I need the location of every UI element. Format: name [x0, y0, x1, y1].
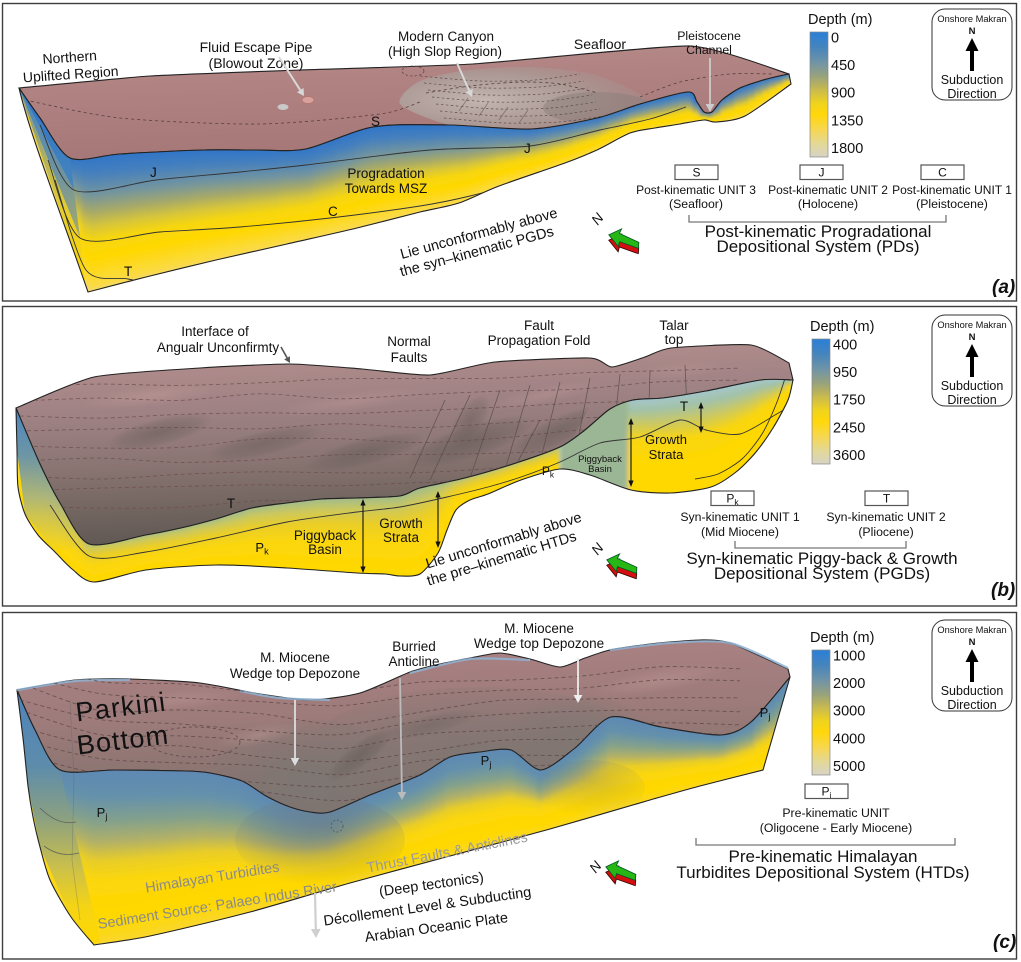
svg-text:Northern: Northern — [42, 47, 97, 67]
svg-text:3000: 3000 — [833, 704, 865, 720]
svg-text:T: T — [883, 492, 891, 506]
svg-text:Progradation: Progradation — [347, 166, 424, 181]
svg-text:1000: 1000 — [833, 649, 865, 665]
svg-text:Talar: Talar — [659, 318, 689, 333]
svg-text:(Mid Miocene): (Mid Miocene) — [701, 525, 779, 539]
svg-text:1750: 1750 — [833, 393, 865, 409]
svg-text:Depth (m): Depth (m) — [810, 630, 874, 646]
svg-text:Subduction: Subduction — [941, 379, 1004, 393]
svg-text:Anticline: Anticline — [388, 654, 439, 669]
svg-text:Uplifted Region: Uplifted Region — [22, 63, 119, 86]
svg-text:Growth: Growth — [379, 516, 423, 531]
svg-text:Fluid Escape Pipe: Fluid Escape Pipe — [200, 39, 313, 55]
svg-text:Modern Canyon: Modern Canyon — [398, 29, 494, 44]
svg-text:C: C — [328, 204, 338, 219]
svg-text:4000: 4000 — [833, 731, 865, 747]
svg-text:Onshore Makran: Onshore Makran — [937, 320, 1006, 330]
svg-text:(Pliocene): (Pliocene) — [858, 525, 913, 539]
svg-text:Depositional System (PDs): Depositional System (PDs) — [716, 237, 919, 256]
svg-text:Piggyback: Piggyback — [578, 454, 622, 465]
svg-text:Post-kinematic Progradational: Post-kinematic Progradational — [705, 222, 932, 241]
svg-text:J: J — [150, 165, 157, 180]
svg-text:M. Miocene: M. Miocene — [504, 621, 574, 636]
svg-text:Turbidites Depositional System: Turbidites Depositional System (HTDs) — [676, 863, 969, 882]
svg-text:Angualr Unconfirmty: Angualr Unconfirmty — [157, 340, 280, 355]
svg-text:Pre-kinematic Himalayan: Pre-kinematic Himalayan — [729, 847, 918, 866]
svg-text:Pj: Pj — [481, 753, 492, 770]
svg-text:Wedge top Depozone: Wedge top Depozone — [230, 666, 360, 681]
svg-text:Direction: Direction — [947, 698, 996, 712]
svg-text:Pre-kinematic UNIT: Pre-kinematic UNIT — [782, 806, 890, 820]
svg-text:Direction: Direction — [947, 87, 996, 101]
svg-text:Basin: Basin — [588, 464, 612, 475]
svg-text:2450: 2450 — [833, 420, 865, 436]
svg-text:Onshore Makran: Onshore Makran — [937, 14, 1006, 24]
svg-text:N: N — [969, 332, 976, 343]
svg-text:J: J — [524, 141, 531, 156]
svg-text:950: 950 — [833, 365, 857, 381]
svg-text:Syn-kinematic UNIT 1: Syn-kinematic UNIT 1 — [680, 510, 800, 524]
svg-text:450: 450 — [831, 58, 855, 74]
svg-text:(a): (a) — [992, 277, 1015, 298]
svg-text:(c): (c) — [993, 932, 1016, 953]
svg-text:2000: 2000 — [833, 676, 865, 692]
svg-text:(b): (b) — [991, 580, 1015, 601]
svg-text:Propagation Fold: Propagation Fold — [488, 333, 591, 348]
svg-text:400: 400 — [833, 338, 857, 354]
svg-text:Onshore Makran: Onshore Makran — [937, 625, 1006, 635]
svg-text:Syn-kinematic Piggy-back & Gro: Syn-kinematic Piggy-back & Growth — [686, 549, 957, 568]
svg-text:Normal: Normal — [387, 334, 431, 349]
svg-text:J: J — [819, 166, 825, 180]
svg-text:5000: 5000 — [833, 759, 865, 775]
svg-text:Post-kinematic UNIT 2: Post-kinematic UNIT 2 — [768, 183, 888, 197]
svg-text:S: S — [692, 166, 700, 180]
svg-text:(Blowout Zone): (Blowout Zone) — [209, 55, 304, 71]
svg-text:Syn-kinematic UNIT 2: Syn-kinematic UNIT 2 — [826, 510, 946, 524]
svg-text:N: N — [969, 26, 976, 37]
svg-text:Pj: Pj — [760, 705, 771, 722]
svg-text:S: S — [371, 114, 380, 129]
svg-text:T: T — [227, 496, 235, 511]
svg-text:C: C — [938, 166, 947, 180]
svg-text:(Pleistocene): (Pleistocene) — [916, 197, 988, 211]
svg-text:Faults: Faults — [391, 350, 428, 365]
svg-text:T: T — [680, 399, 688, 414]
svg-text:Depth (m): Depth (m) — [808, 12, 872, 28]
svg-text:N: N — [969, 637, 976, 648]
svg-text:(High Slop Region): (High Slop Region) — [388, 44, 502, 59]
svg-text:Piggyback: Piggyback — [294, 528, 357, 543]
svg-text:Wedge top Depozone: Wedge top Depozone — [474, 636, 604, 651]
svg-text:Towards MSZ: Towards MSZ — [345, 181, 428, 196]
svg-text:Direction: Direction — [947, 393, 996, 407]
svg-text:Strata: Strata — [649, 447, 684, 462]
svg-text:Post-kinematic UNIT 3: Post-kinematic UNIT 3 — [636, 183, 756, 197]
svg-text:top: top — [665, 332, 684, 347]
svg-text:(Oligocene - Early Miocene): (Oligocene - Early Miocene) — [760, 821, 912, 835]
svg-text:Pi: Pi — [822, 785, 832, 801]
svg-text:3600: 3600 — [833, 448, 865, 464]
svg-text:Strata: Strata — [383, 530, 420, 545]
svg-text:1350: 1350 — [831, 113, 863, 129]
svg-text:T: T — [124, 264, 132, 279]
svg-text:1800: 1800 — [831, 141, 863, 157]
svg-text:Depositional System (PGDs): Depositional System (PGDs) — [714, 564, 930, 583]
svg-text:Basin: Basin — [308, 542, 342, 557]
svg-text:Subduction: Subduction — [941, 73, 1004, 87]
svg-text:Pj: Pj — [97, 805, 108, 822]
svg-text:Growth: Growth — [645, 432, 687, 447]
svg-text:Seafloor: Seafloor — [574, 36, 626, 52]
svg-text:0: 0 — [831, 31, 839, 47]
svg-text:Burried: Burried — [392, 639, 436, 654]
svg-text:Post-kinematic UNIT 1: Post-kinematic UNIT 1 — [892, 183, 1012, 197]
svg-text:M. Miocene: M. Miocene — [260, 650, 330, 665]
svg-text:Fault: Fault — [524, 318, 554, 333]
svg-text:Subduction: Subduction — [941, 684, 1004, 698]
svg-text:900: 900 — [831, 86, 855, 102]
svg-text:Interface of: Interface of — [181, 324, 249, 339]
svg-text:(Seafloor): (Seafloor) — [669, 197, 723, 211]
svg-text:(Holocene): (Holocene) — [798, 197, 858, 211]
svg-text:Depth (m): Depth (m) — [810, 319, 874, 335]
svg-text:Channel: Channel — [686, 43, 732, 57]
svg-text:Pleistocene: Pleistocene — [677, 29, 741, 43]
